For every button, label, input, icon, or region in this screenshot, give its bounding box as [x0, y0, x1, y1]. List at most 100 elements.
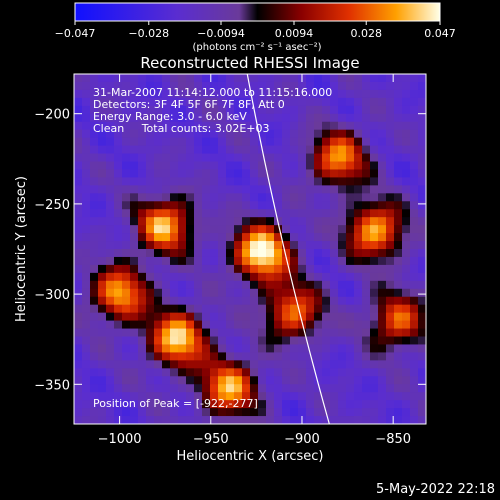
heatmap-cell: [122, 129, 131, 139]
y-tick-label: −350: [34, 378, 70, 393]
heatmap-cell: [226, 280, 235, 290]
heatmap-cell: [410, 201, 419, 210]
heatmap-cell: [114, 328, 123, 338]
heatmap-cell: [378, 400, 387, 409]
heatmap-cell: [162, 344, 171, 353]
heatmap-cell: [186, 153, 195, 163]
heatmap-cell: [290, 328, 299, 338]
heatmap-cell: [378, 352, 387, 361]
heatmap-cell: [362, 209, 371, 218]
heatmap-cell: [394, 241, 403, 250]
heatmap-cell: [330, 193, 339, 202]
heatmap-cell: [194, 177, 203, 186]
heatmap-cell: [122, 304, 131, 314]
heatmap-cell: [330, 296, 339, 306]
heatmap-cell: [178, 137, 187, 147]
heatmap-cell: [202, 161, 211, 171]
heatmap-cell: [306, 217, 315, 226]
heatmap-cell: [162, 384, 171, 393]
heatmap-cell: [322, 233, 331, 242]
heatmap-cell: [322, 89, 331, 99]
heatmap-cell: [394, 89, 403, 99]
heatmap-cell: [282, 233, 291, 242]
heatmap-cell: [258, 129, 267, 139]
heatmap-cell: [154, 145, 163, 155]
heatmap-cell: [402, 256, 411, 266]
heatmap-cell: [218, 272, 227, 282]
heatmap-cell: [370, 376, 379, 385]
heatmap-cell: [346, 225, 355, 234]
heatmap-cell: [130, 201, 139, 210]
heatmap-cell: [378, 288, 387, 298]
heatmap-cell: [146, 121, 155, 131]
heatmap-cell: [250, 368, 259, 377]
heatmap-cell: [122, 360, 131, 369]
heatmap-cell: [338, 145, 347, 155]
solar-limb-line: [246, 74, 330, 424]
heatmap-cell: [162, 272, 171, 282]
heatmap-cell: [130, 97, 139, 107]
heatmap-cell: [98, 352, 107, 361]
heatmap-cell: [386, 121, 395, 131]
heatmap-cell: [106, 408, 115, 417]
heatmap-cell: [322, 169, 331, 178]
heatmap-cell: [170, 400, 179, 409]
heatmap-cell: [234, 408, 243, 417]
heatmap-cell: [346, 344, 355, 353]
heatmap-cell: [178, 280, 187, 290]
heatmap-cell: [82, 193, 91, 202]
heatmap-cell: [178, 209, 187, 218]
heatmap-cell: [274, 312, 283, 322]
heatmap-cell: [354, 408, 363, 417]
heatmap-cell: [362, 312, 371, 322]
heatmap-cell: [178, 185, 187, 194]
heatmap-cell: [386, 137, 395, 147]
heatmap-cell: [306, 74, 315, 83]
heatmap-cell: [106, 392, 115, 401]
heatmap-cell: [394, 408, 403, 417]
heatmap-cell: [314, 392, 323, 401]
heatmap-cell: [258, 201, 267, 210]
heatmap-cell: [242, 113, 251, 123]
heatmap-cell: [202, 264, 211, 274]
heatmap-cell: [194, 312, 203, 322]
heatmap-cell: [282, 336, 291, 346]
heatmap-cell: [330, 400, 339, 409]
heatmap-cell: [210, 304, 219, 314]
heatmap-cell: [154, 304, 163, 314]
colorbar-tick-label: −0.047: [55, 27, 96, 40]
heatmap-cell: [138, 336, 147, 346]
heatmap-cell: [194, 272, 203, 282]
heatmap-cell: [154, 312, 163, 322]
heatmap-cell: [362, 272, 371, 282]
heatmap-cell: [122, 97, 131, 107]
heatmap-cell: [242, 105, 251, 115]
heatmap-cell: [130, 368, 139, 377]
heatmap-cell: [170, 129, 179, 139]
heatmap-cell: [170, 352, 179, 361]
heatmap-cell: [418, 105, 426, 115]
heatmap-cell: [82, 328, 91, 338]
heatmap-cell: [418, 320, 426, 330]
heatmap-cell: [298, 105, 307, 115]
heatmap-cell: [122, 352, 131, 361]
heatmap-cell: [154, 384, 163, 393]
heatmap-cell: [370, 328, 379, 338]
heatmap-cell: [266, 296, 275, 306]
heatmap-cell: [402, 81, 411, 91]
heatmap-cell: [394, 81, 403, 91]
heatmap-cell: [282, 105, 291, 115]
heatmap-cell: [298, 177, 307, 186]
heatmap-cell: [250, 74, 259, 83]
heatmap-cell: [170, 201, 179, 210]
heatmap-cell: [226, 241, 235, 250]
heatmap-cell: [330, 169, 339, 178]
heatmap-cell: [162, 153, 171, 163]
heatmap-cell: [242, 185, 251, 194]
heatmap-cell: [146, 145, 155, 155]
heatmap-cell: [394, 320, 403, 330]
heatmap-cell: [130, 256, 139, 266]
heatmap-cell: [402, 328, 411, 338]
heatmap-cell: [90, 241, 99, 250]
heatmap-cell: [186, 336, 195, 346]
